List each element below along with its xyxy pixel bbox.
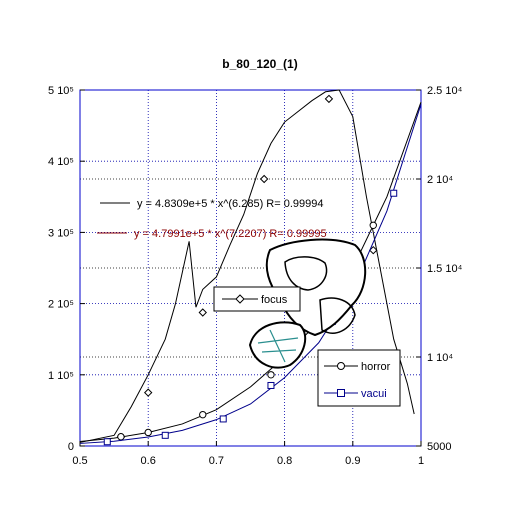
- marker-focus: [259, 174, 269, 184]
- y-axis-right-ticks: 5000 1 10⁴ 1.5 10⁴ 2 10⁴ 2.5 10⁴: [416, 85, 463, 453]
- marker-horror: [369, 221, 377, 229]
- x-tick-label: 0.6: [141, 455, 156, 467]
- x-tick-label: 0.5: [72, 455, 87, 467]
- x-tick-label: 1: [418, 455, 424, 467]
- equation-1-text: y = 4.8309e+5 * x^(6.285) R= 0.99994: [137, 198, 324, 210]
- x-tick-label: 0.8: [277, 455, 292, 467]
- legend-focus: focus: [213, 286, 301, 312]
- marker-focus: [324, 94, 334, 104]
- chart-title: b_80_120_(1): [222, 57, 297, 71]
- y-left-tick-label: 5 10⁵: [48, 85, 74, 97]
- marker-horror: [267, 371, 275, 379]
- x-axis-ticks: 0.5 0.6 0.7 0.8 0.9 1: [72, 441, 424, 467]
- legend-horror-marker: [337, 362, 345, 370]
- marker-vacui: [390, 189, 398, 197]
- series-line-horror: [79, 101, 422, 442]
- x-tick-label: 0.7: [209, 455, 224, 467]
- legend-focus-marker: [235, 294, 245, 304]
- legend-vacui-label: vacui: [361, 388, 387, 400]
- marker-horror: [144, 428, 152, 437]
- legend-horror-label: horror: [361, 361, 391, 373]
- marker-horror: [199, 410, 207, 419]
- figure-face-shape: [284, 256, 328, 291]
- y-axis-left-ticks: 0 1 10⁵ 2 10⁵ 3 10⁵ 4 10⁵ 5 10⁵: [48, 85, 85, 453]
- figure-arm-shape: [319, 297, 356, 334]
- marker-focus: [198, 308, 207, 317]
- y-right-tick-label: 2.5 10⁴: [427, 85, 463, 97]
- butterfly-wing-veins: [257, 329, 299, 363]
- equation-2-text: y = 4.7991e+5 * x^(7.2207) R= 0.99995: [134, 228, 327, 240]
- equation-annotation-1: y = 4.8309e+5 * x^(6.285) R= 0.99994: [100, 198, 324, 210]
- series-line-focus: [79, 89, 415, 443]
- marker-vacui: [267, 381, 275, 389]
- y-right-tick-label: 1 10⁴: [427, 352, 453, 364]
- marker-vacui: [103, 438, 111, 446]
- y-left-tick-label: 4 10⁵: [48, 156, 74, 168]
- marker-vacui: [219, 415, 227, 423]
- y-left-tick-label: 0: [68, 441, 74, 453]
- y-right-tick-label: 2 10⁴: [427, 174, 453, 186]
- legend-hv-box: [317, 349, 401, 407]
- y-left-tick-label: 1 10⁵: [48, 370, 74, 382]
- y-left-tick-label: 2 10⁵: [48, 299, 74, 311]
- legend-vacui-marker: [337, 389, 345, 397]
- legend-focus-label: focus: [261, 294, 288, 306]
- marker-focus: [143, 388, 153, 397]
- equation-annotation-2: y = 4.7991e+5 * x^(7.2207) R= 0.99995: [97, 228, 327, 240]
- y-right-tick-label: 1.5 10⁴: [427, 263, 463, 275]
- marker-horror: [117, 433, 125, 441]
- legend-horror-vacui: horror vacui: [317, 349, 401, 407]
- y-right-tick-label: 5000: [427, 441, 451, 453]
- y-left-tick-label: 3 10⁵: [48, 227, 74, 239]
- marker-vacui: [161, 431, 169, 439]
- marker-focus: [369, 245, 378, 255]
- x-tick-label: 0.9: [345, 455, 360, 467]
